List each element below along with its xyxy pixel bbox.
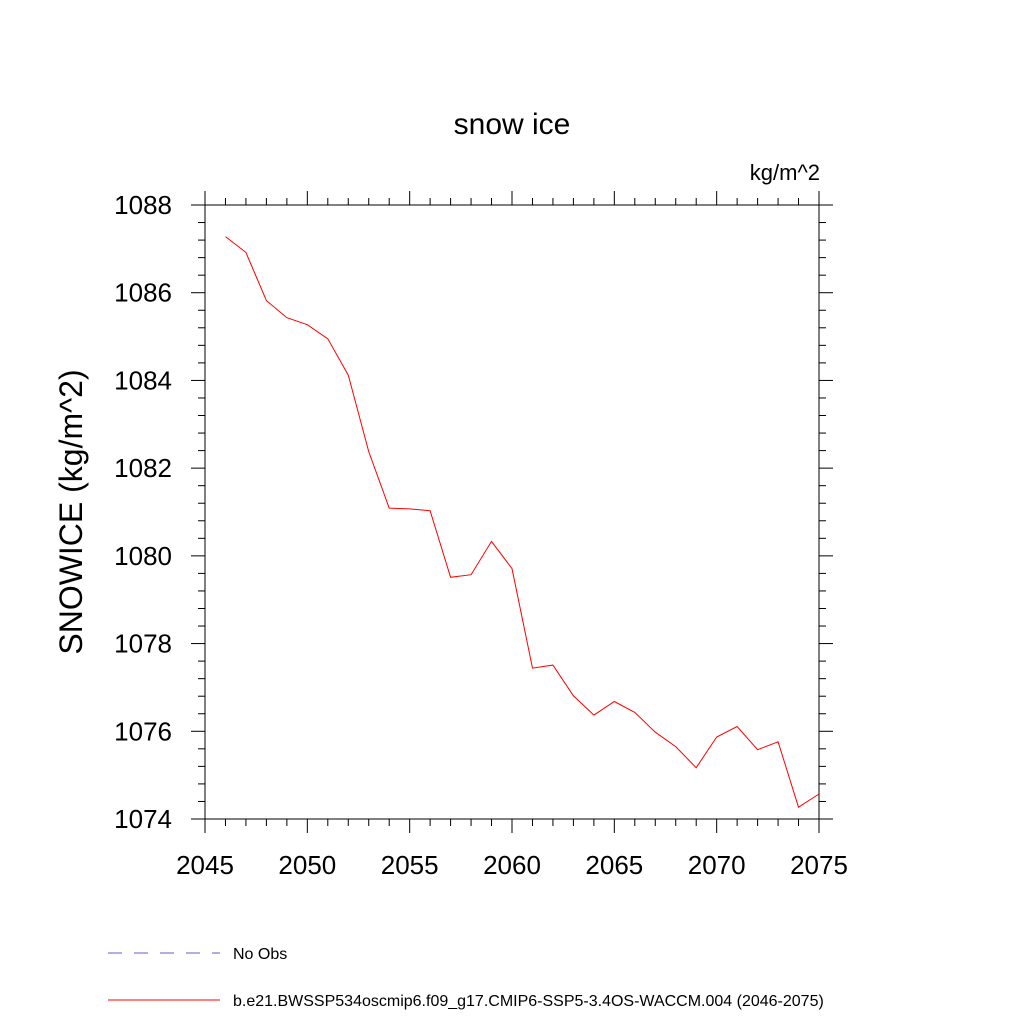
axis-tick-labels: 2045 2050 2055 2060 2065 2070 2075 1074 1076 1078… [114, 190, 848, 880]
x-tick-label: 2050 [278, 850, 336, 880]
axis-ticks [191, 191, 833, 833]
chart-title: snow ice [454, 108, 571, 141]
series-layer [225, 236, 820, 808]
y-tick-label: 1076 [114, 716, 172, 746]
y-tick-label: 1078 [114, 629, 172, 659]
plot-frame [204, 204, 820, 820]
x-tick-label: 2070 [688, 850, 746, 880]
y-axis-label: SNOWICE (kg/m^2) [53, 369, 89, 654]
x-tick-label: 2055 [381, 850, 439, 880]
legend-label-0: No Obs [233, 946, 287, 963]
units-label: kg/m^2 [750, 160, 820, 185]
x-tick-label: 2060 [483, 850, 541, 880]
y-tick-label: 1082 [114, 453, 172, 483]
y-tick-label: 1080 [114, 541, 172, 571]
series-line-0 [225, 236, 820, 808]
y-tick-label: 1088 [114, 190, 172, 220]
legend: No Obs b.e21.BWSSP534oscmip6.f09_g17.CMIP… [108, 946, 824, 1010]
x-tick-label: 2045 [176, 850, 234, 880]
y-tick-label: 1074 [114, 804, 172, 834]
y-tick-label: 1084 [114, 365, 172, 395]
x-tick-label: 2065 [585, 850, 643, 880]
legend-label-1: b.e21.BWSSP534oscmip6.f09_g17.CMIP6-SSP5… [233, 993, 824, 1010]
y-tick-label: 1086 [114, 278, 172, 308]
x-tick-label: 2075 [790, 850, 848, 880]
